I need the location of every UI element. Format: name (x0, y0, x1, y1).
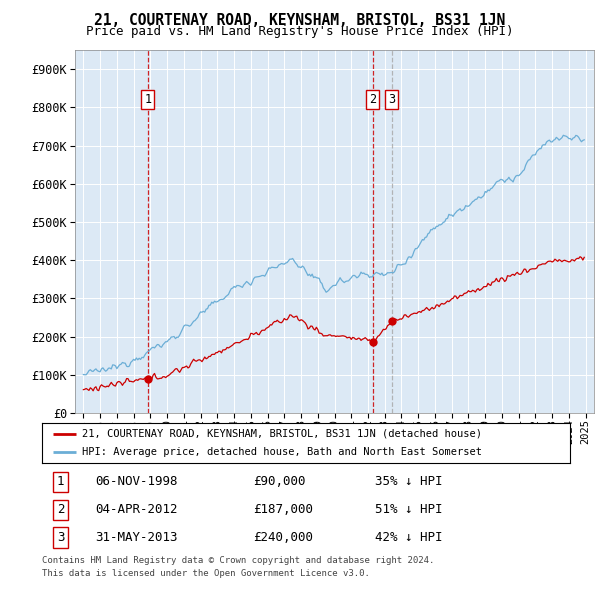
Text: 1: 1 (144, 93, 151, 106)
Text: 06-NOV-1998: 06-NOV-1998 (95, 476, 178, 489)
Text: Contains HM Land Registry data © Crown copyright and database right 2024.: Contains HM Land Registry data © Crown c… (42, 556, 434, 565)
Text: This data is licensed under the Open Government Licence v3.0.: This data is licensed under the Open Gov… (42, 569, 370, 578)
Text: £187,000: £187,000 (253, 503, 313, 516)
Text: £90,000: £90,000 (253, 476, 306, 489)
Text: Price paid vs. HM Land Registry's House Price Index (HPI): Price paid vs. HM Land Registry's House … (86, 25, 514, 38)
Text: £240,000: £240,000 (253, 531, 313, 544)
Text: 31-MAY-2013: 31-MAY-2013 (95, 531, 178, 544)
Text: HPI: Average price, detached house, Bath and North East Somerset: HPI: Average price, detached house, Bath… (82, 447, 482, 457)
Text: 1: 1 (57, 476, 64, 489)
Text: 3: 3 (388, 93, 395, 106)
Text: 42% ↓ HPI: 42% ↓ HPI (374, 531, 442, 544)
Text: 2: 2 (369, 93, 376, 106)
Text: 3: 3 (57, 531, 64, 544)
Text: 04-APR-2012: 04-APR-2012 (95, 503, 178, 516)
Text: 35% ↓ HPI: 35% ↓ HPI (374, 476, 442, 489)
Text: 21, COURTENAY ROAD, KEYNSHAM, BRISTOL, BS31 1JN (detached house): 21, COURTENAY ROAD, KEYNSHAM, BRISTOL, B… (82, 429, 482, 439)
Text: 51% ↓ HPI: 51% ↓ HPI (374, 503, 442, 516)
Text: 2: 2 (57, 503, 64, 516)
Text: 21, COURTENAY ROAD, KEYNSHAM, BRISTOL, BS31 1JN: 21, COURTENAY ROAD, KEYNSHAM, BRISTOL, B… (94, 13, 506, 28)
